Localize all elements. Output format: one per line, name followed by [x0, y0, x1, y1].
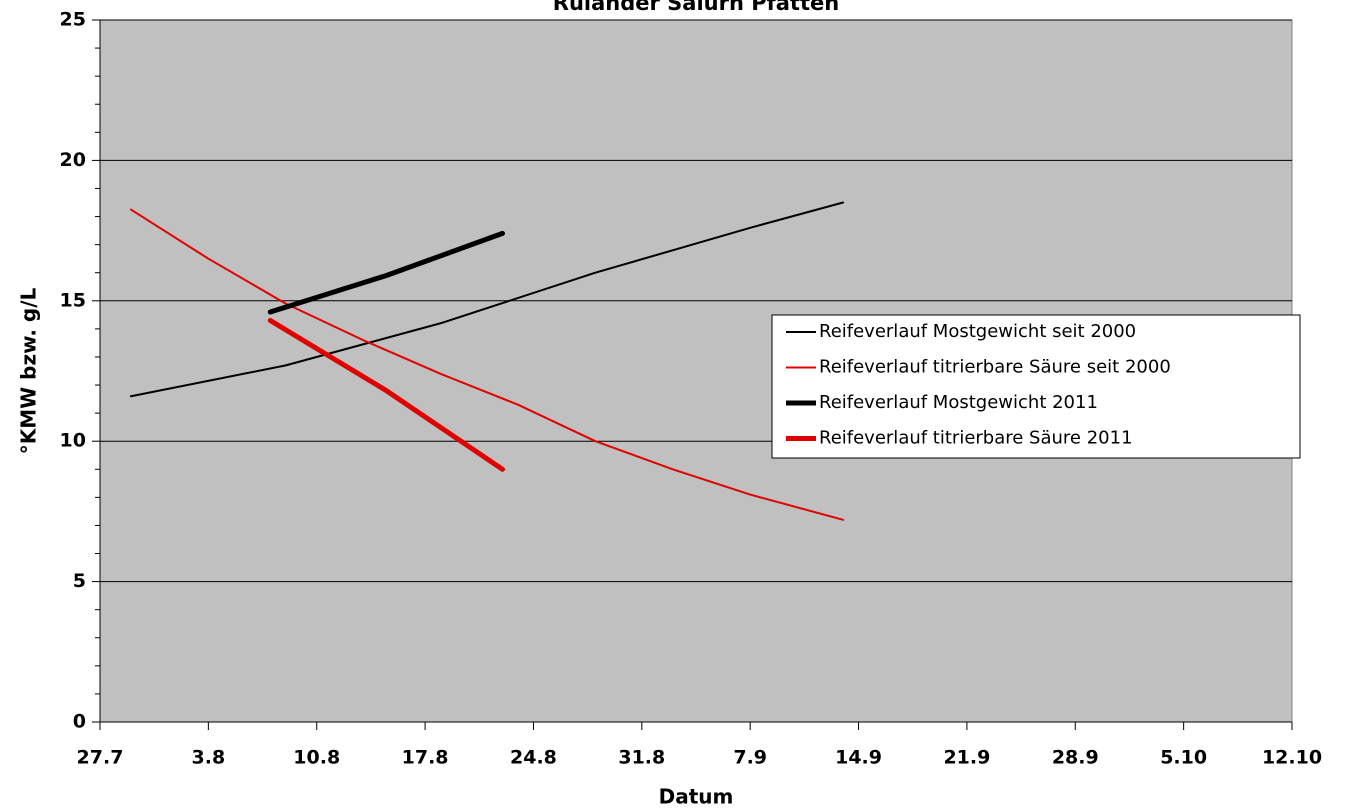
series-line	[267, 317, 505, 472]
x-tick-label: 10.8	[293, 747, 340, 769]
chart-title: Ruländer Salurn Pfatten	[553, 0, 839, 15]
series-line	[129, 208, 845, 521]
legend-box	[771, 314, 1301, 459]
y-tick-label: 5	[73, 570, 86, 592]
x-tick-label: 7.9	[733, 747, 767, 769]
y-tick-label: 15	[60, 289, 86, 311]
legend-label: Reifeverlauf Mostgewicht seit 2000	[819, 321, 1136, 342]
x-tick-label: 17.8	[402, 747, 449, 769]
x-tick-label: 21.9	[943, 747, 990, 769]
legend-label: Reifeverlauf Mostgewicht 2011	[819, 392, 1098, 413]
x-tick-label: 14.9	[835, 747, 882, 769]
x-tick-label: 31.8	[618, 747, 665, 769]
y-axis-label: °KMW bzw. g/L	[17, 287, 41, 454]
x-tick-label: 24.8	[510, 747, 557, 769]
x-axis-label: Datum	[659, 785, 734, 809]
y-tick-label: 20	[60, 149, 86, 171]
series-line	[267, 230, 505, 315]
y-tick-label: 10	[60, 430, 86, 452]
x-tick-label: 27.7	[77, 747, 124, 769]
legend-label: Reifeverlauf titrierbare Säure seit 2000	[819, 357, 1171, 378]
x-tick-label: 3.8	[192, 747, 226, 769]
x-tick-label: 28.9	[1052, 747, 1099, 769]
legend-label: Reifeverlauf titrierbare Säure 2011	[819, 428, 1133, 449]
series-line	[129, 201, 845, 398]
x-tick-label: 5.10	[1160, 747, 1207, 769]
y-tick-label: 25	[60, 9, 86, 31]
x-tick-label: 12.10	[1262, 747, 1322, 769]
y-tick-label: 0	[73, 711, 86, 733]
